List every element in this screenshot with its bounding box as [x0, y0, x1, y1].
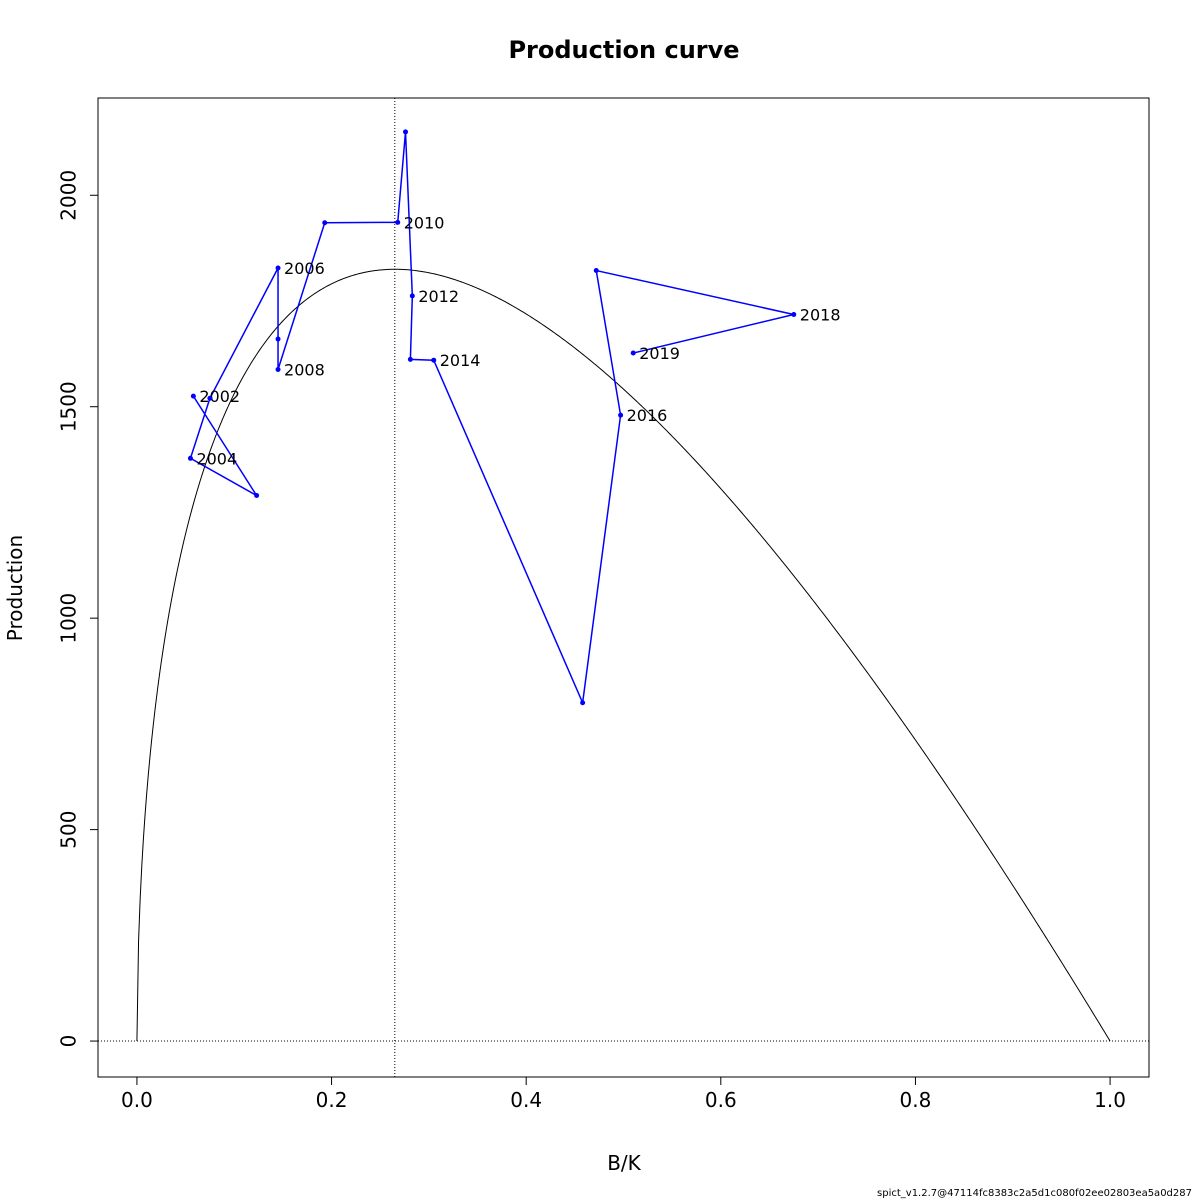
y-axis: 0 500 1000 1500 2000 [57, 170, 99, 1048]
series-point [187, 455, 193, 461]
x-tick-label: 0.2 [316, 1088, 348, 1112]
chart-title: Production curve [508, 36, 739, 64]
series-point [395, 219, 401, 225]
series-line [189, 131, 794, 706]
point-year-label: 2016 [627, 406, 668, 425]
reference-lines [98, 98, 1149, 1077]
x-tick-label: 1.0 [1094, 1088, 1126, 1112]
point-year-label: 2002 [199, 387, 240, 406]
x-axis-label: B/K [607, 1151, 641, 1175]
y-axis-label: Production [3, 535, 27, 641]
point-year-label: 2004 [196, 449, 237, 468]
x-axis: 0.0 0.2 0.4 0.6 0.8 1.0 [121, 1076, 1126, 1112]
series-point [580, 700, 586, 706]
series-point [618, 412, 624, 418]
series-point [275, 366, 281, 372]
series-layer: 2002 2004 2006 2008 2010 2012 2014 2016 2018 2019 [187, 129, 841, 706]
series-point [403, 129, 409, 135]
footer-version: spict_v1.2.7@47114fc8383c2a5d1c080f02ee0… [877, 1188, 1192, 1199]
series-point [791, 312, 797, 318]
point-year-label: 2008 [284, 360, 325, 379]
series-point [409, 293, 415, 299]
y-tick-label: 1500 [57, 381, 81, 432]
point-year-label: 2010 [404, 213, 445, 232]
series-point [275, 265, 281, 271]
series-point [630, 350, 636, 356]
series-point [275, 336, 281, 342]
point-year-label: 2012 [418, 287, 459, 306]
series-point [254, 493, 260, 499]
x-tick-label: 0.8 [900, 1088, 932, 1112]
x-tick-label: 0.4 [510, 1088, 542, 1112]
series-point [322, 220, 328, 226]
point-year-label: 2006 [284, 259, 325, 278]
y-tick-label: 0 [57, 1035, 81, 1048]
y-tick-label: 500 [57, 811, 81, 849]
series-point [431, 357, 437, 363]
point-year-label: 2018 [800, 306, 841, 325]
series-point [190, 393, 196, 399]
series-point [593, 268, 599, 274]
point-year-label: 2019 [639, 344, 680, 363]
point-year-label: 2014 [440, 351, 481, 370]
series-point [207, 395, 213, 401]
x-tick-label: 0.0 [121, 1088, 153, 1112]
y-tick-label: 1000 [57, 593, 81, 644]
series-point [407, 356, 413, 362]
x-tick-label: 0.6 [705, 1088, 737, 1112]
y-tick-label: 2000 [57, 170, 81, 221]
